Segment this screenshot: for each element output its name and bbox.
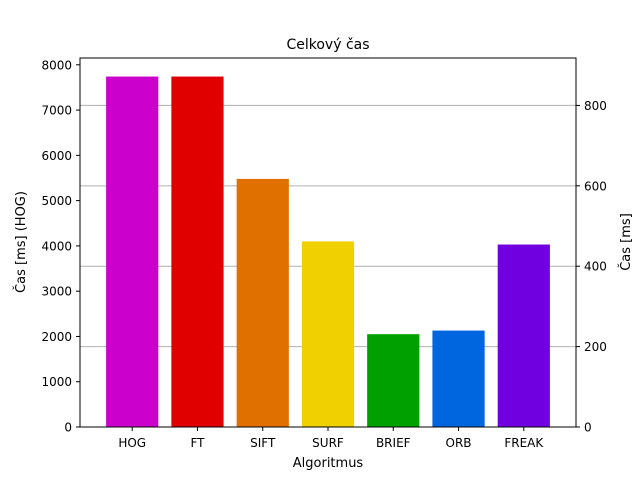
x-tick-label: FT: [190, 436, 205, 450]
bar-orb: [432, 330, 485, 427]
y-right-tick-label: 0: [584, 421, 592, 435]
chart-title: Celkový čas: [286, 37, 369, 53]
y-axis-right-label: Čas [ms]: [618, 213, 634, 271]
bar-hog: [106, 76, 159, 428]
y-right-tick-label: 600: [584, 179, 607, 193]
x-tick-label: ORB: [446, 436, 472, 450]
y-left-tick-label: 2000: [41, 330, 72, 344]
x-tick-label: SIFT: [250, 436, 276, 450]
y-left-tick-label: 0: [64, 421, 72, 435]
y-left-tick-label: 6000: [41, 149, 72, 163]
y-left-tick-label: 4000: [41, 239, 72, 253]
y-right-tick-label: 200: [584, 340, 607, 354]
y-right-tick-label: 800: [584, 99, 607, 113]
y-right-tick-label: 400: [584, 260, 607, 274]
x-tick-label: SURF: [312, 436, 344, 450]
y-left-tick-label: 5000: [41, 194, 72, 208]
bar-brief: [367, 334, 420, 427]
bar-surf: [301, 241, 355, 427]
x-tick-label: HOG: [118, 436, 146, 450]
y-axis-right: 0 200 400 600 800: [576, 99, 607, 435]
y-left-tick-label: 1000: [41, 375, 72, 389]
y-axis-left: 0 1000 2000 3000 4000 5000 6000 7000 8000: [41, 58, 80, 435]
y-left-tick-label: 8000: [41, 58, 72, 72]
bars: [106, 76, 550, 428]
bar-freak: [497, 244, 550, 427]
x-axis: HOG FT SIFT SURF BRIEF ORB FREAK: [118, 427, 544, 450]
bar-ft: [171, 76, 224, 428]
y-left-tick-label: 3000: [41, 285, 72, 299]
x-tick-label: FREAK: [504, 436, 544, 450]
y-axis-left-label: Čas [ms] (HOG): [13, 191, 29, 293]
x-tick-label: BRIEF: [376, 436, 411, 450]
bar-sift: [236, 178, 289, 427]
x-axis-label: Algoritmus: [293, 456, 364, 471]
y-left-tick-label: 7000: [41, 104, 72, 118]
